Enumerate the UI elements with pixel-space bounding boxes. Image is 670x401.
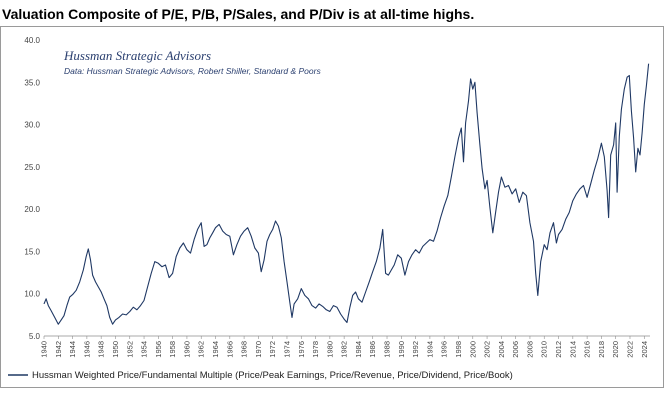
x-tick-label: 1942 [54, 341, 63, 358]
x-tick-label: 1974 [282, 341, 291, 358]
x-tick-label: 1948 [97, 341, 106, 358]
y-tick-label: 40.0 [24, 36, 40, 45]
x-tick-label: 2016 [583, 341, 592, 358]
x-tick-label: 2014 [568, 341, 577, 358]
x-tick-label: 2000 [468, 341, 477, 358]
series-line [43, 63, 650, 325]
x-tick-label: 1970 [254, 341, 263, 358]
x-tick-label: 1950 [111, 341, 120, 358]
x-tick-label: 1954 [140, 341, 149, 358]
x-tick-label: 1962 [197, 341, 206, 358]
x-tick-label: 2004 [497, 341, 506, 358]
y-tick-label: 10.0 [24, 290, 40, 299]
x-tick-label: 1964 [211, 341, 220, 358]
x-tick-label: 2024 [640, 341, 649, 358]
x-tick-label: 1976 [297, 341, 306, 358]
x-tick-label: 1956 [154, 341, 163, 358]
y-tick-label: 25.0 [24, 163, 40, 172]
x-tick-label: 1972 [268, 341, 277, 358]
x-tick-label: 1988 [383, 341, 392, 358]
x-tick-label: 1990 [397, 341, 406, 358]
x-tick-label: 1986 [368, 341, 377, 358]
x-tick-label: 2006 [511, 341, 520, 358]
x-tick-label: 1952 [125, 341, 134, 358]
y-tick-label: 30.0 [24, 121, 40, 130]
x-tick-label: 1980 [325, 341, 334, 358]
x-tick-label: 2010 [540, 341, 549, 358]
chart-headline: Valuation Composite of P/E, P/B, P/Sales… [2, 6, 475, 22]
x-tick-label: 1946 [82, 341, 91, 358]
x-tick-label: 1998 [454, 341, 463, 358]
annotation-source: Data: Hussman Strategic Advisors, Robert… [64, 66, 321, 76]
x-tick-label: 2002 [483, 341, 492, 358]
x-tick-label: 1958 [168, 341, 177, 358]
x-tick-label: 1944 [68, 341, 77, 358]
x-tick-label: 2022 [625, 341, 634, 358]
x-tick-label: 1996 [440, 341, 449, 358]
x-tick-label: 2018 [597, 341, 606, 358]
x-tick-label: 1940 [40, 341, 49, 358]
x-tick-label: 1966 [225, 341, 234, 358]
y-tick-label: 35.0 [24, 78, 40, 87]
legend-entry: Hussman Weighted Price/Fundamental Multi… [32, 370, 513, 381]
chart-frame [0, 26, 664, 388]
x-tick-label: 1978 [311, 341, 320, 358]
x-tick-label: 2012 [554, 341, 563, 358]
x-tick-label: 1984 [354, 341, 363, 358]
x-tick-label: 1994 [425, 341, 434, 358]
x-tick-label: 1982 [340, 341, 349, 358]
x-tick-label: 1960 [182, 341, 191, 358]
x-tick-label: 1968 [240, 341, 249, 358]
x-tick-label: 2020 [611, 341, 620, 358]
y-tick-label: 15.0 [24, 247, 40, 256]
y-tick-label: 5.0 [29, 332, 41, 341]
annotation-title: Hussman Strategic Advisors [63, 48, 211, 63]
x-tick-label: 2008 [525, 341, 534, 358]
y-axis-ticks: 5.0 10.0 15.0 20.0 25.0 30.0 35.0 40.0 [24, 36, 40, 341]
x-tick-label: 1992 [411, 341, 420, 358]
x-axis-ticks: 1940 1942 1944 1946 1948 1950 1952 1954 1956 1958… [40, 336, 649, 358]
y-tick-label: 20.0 [24, 205, 40, 214]
